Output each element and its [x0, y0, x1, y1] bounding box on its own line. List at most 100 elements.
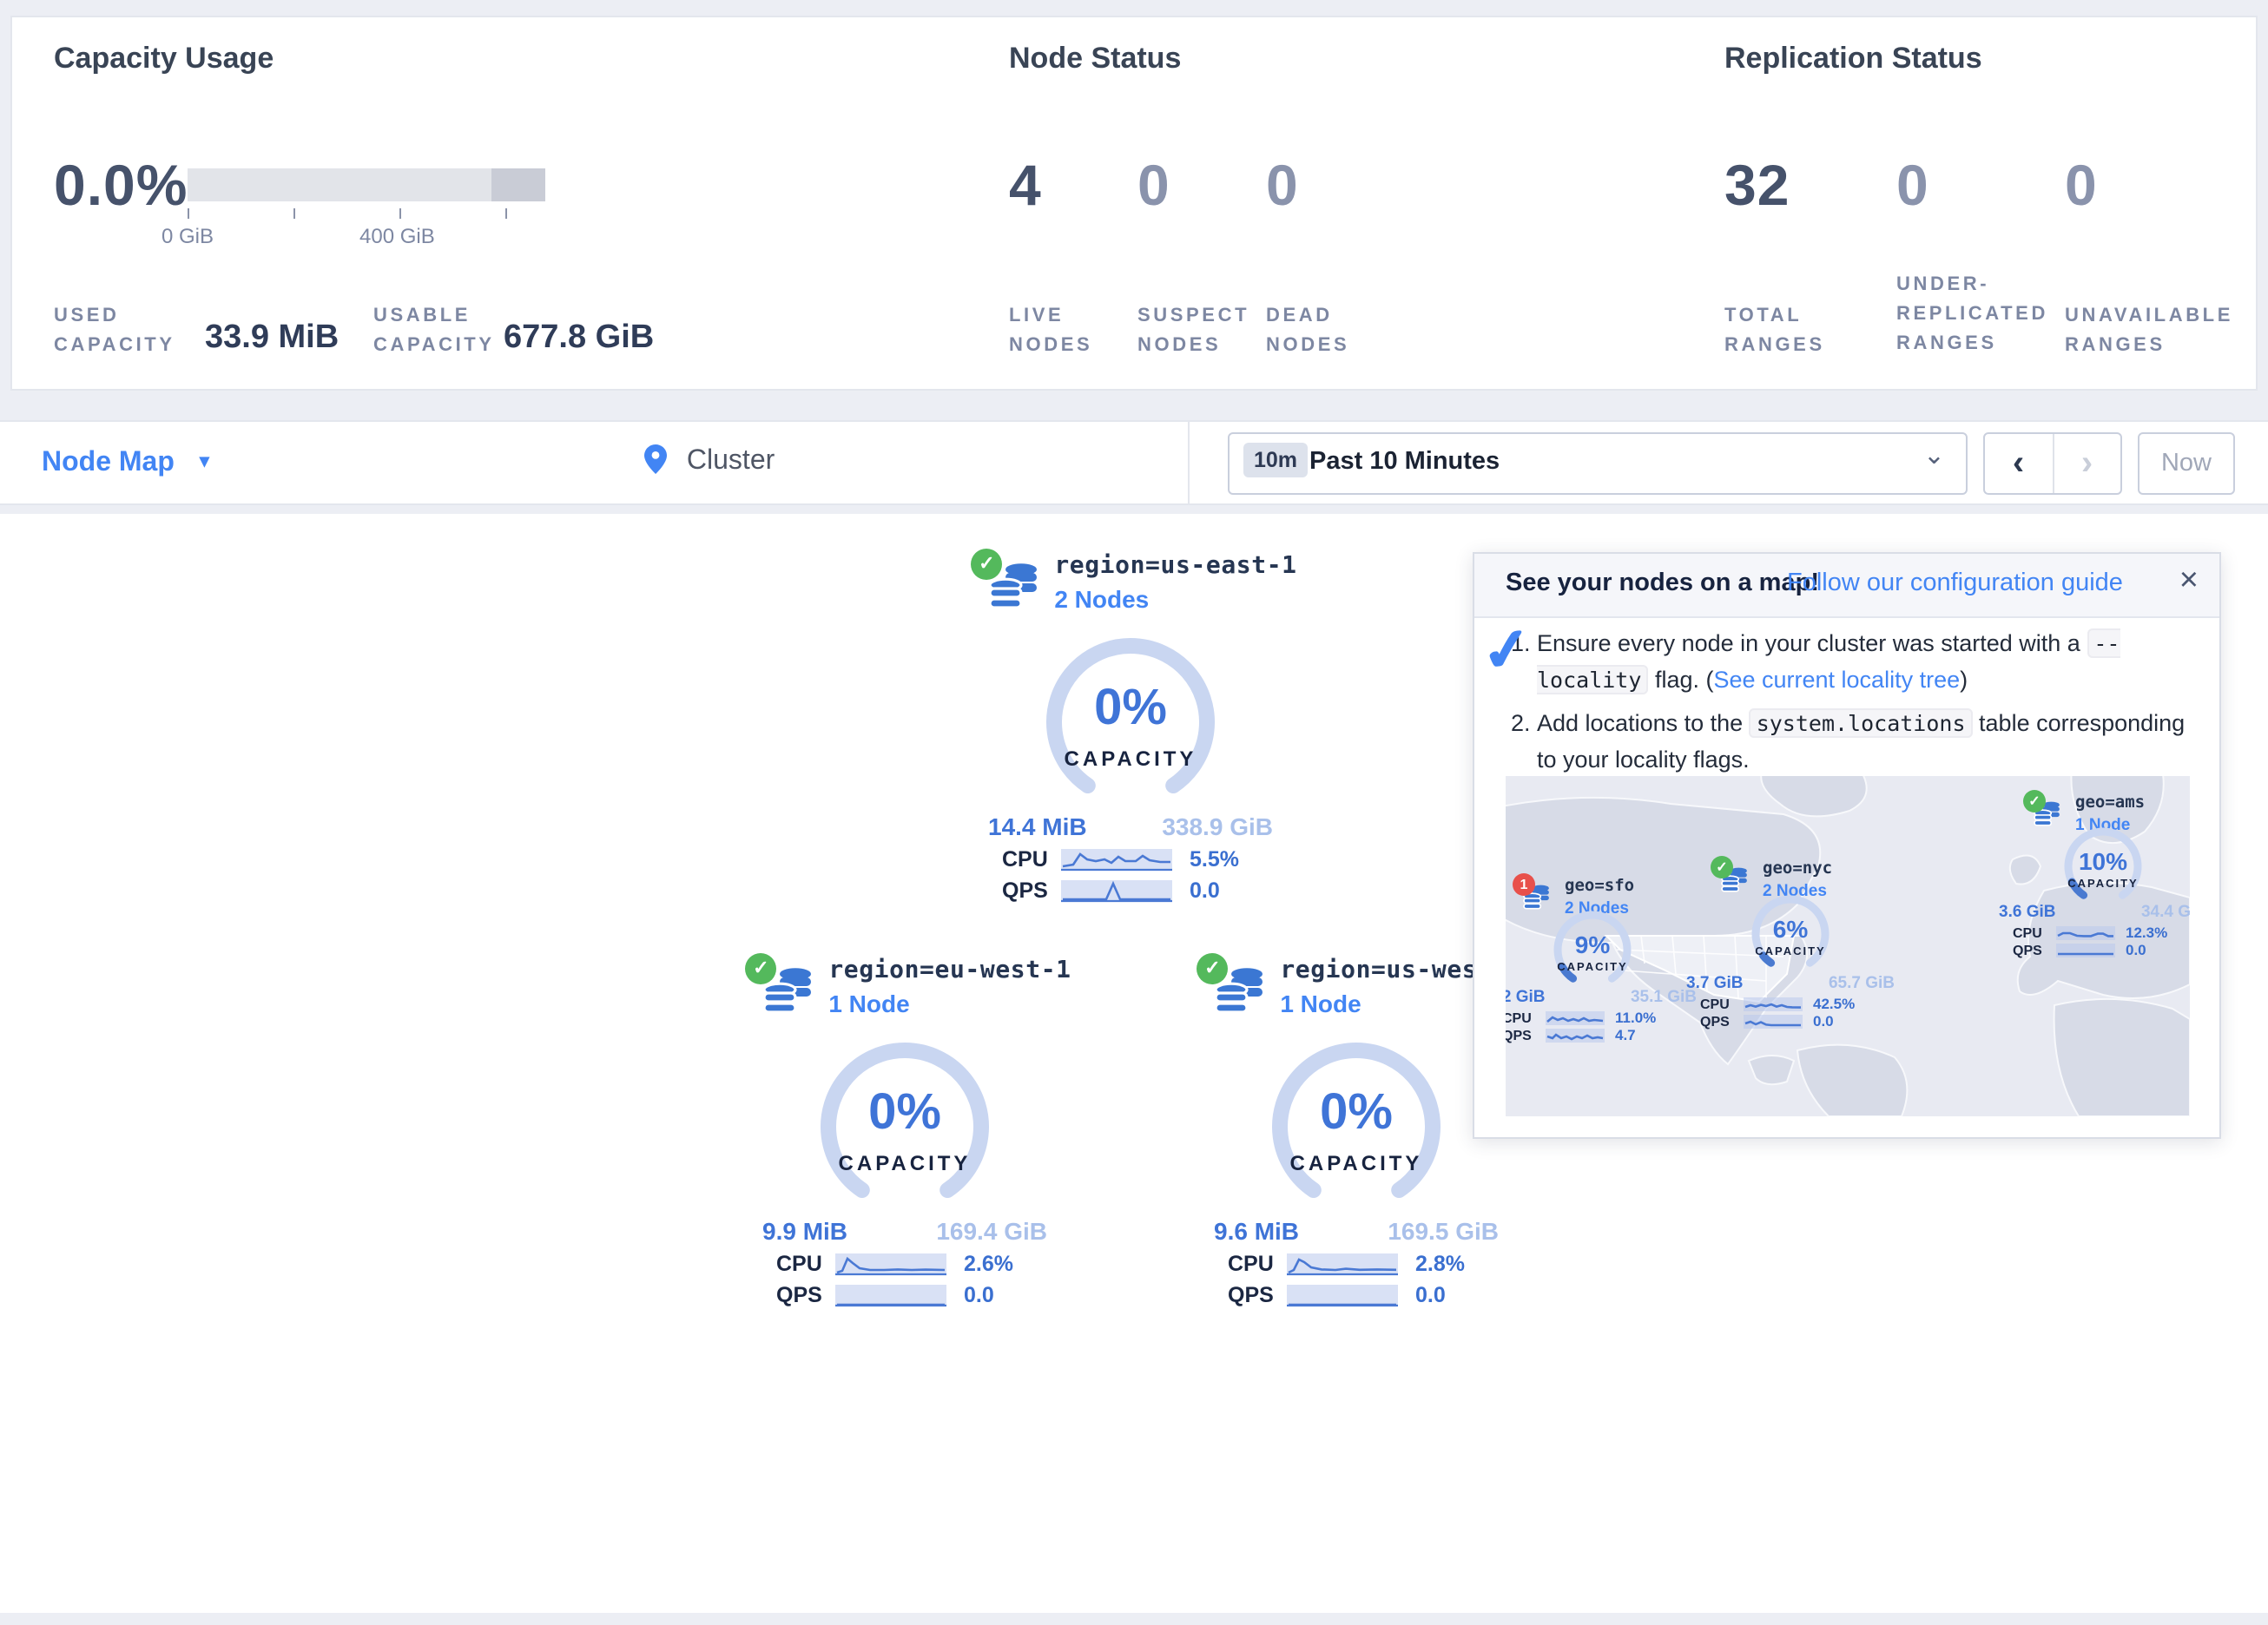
- capacity-gauge: 10% CAPACITY: [2060, 826, 2146, 910]
- cpu-metric-row: CPU 2.6%: [688, 1252, 1122, 1276]
- node-count-link[interactable]: 1 Node: [828, 990, 910, 1017]
- used-capacity: 3.7 GiB: [1686, 974, 1744, 993]
- region-node-eu-west-1[interactable]: ✓ region=eu-west-1 1 Node 0% CAPACITY: [688, 953, 1122, 1307]
- region-node-header: ✓ region=us-east-1 2 Nodes: [924, 549, 1358, 622]
- node-warning-icon: 1: [1513, 873, 1535, 896]
- live-nodes-value: 4: [1009, 153, 1042, 217]
- time-range-dropdown[interactable]: 10m Past 10 Minutes ⌄: [1228, 432, 1968, 495]
- step-text: flag. (: [1648, 666, 1714, 693]
- popup-title: See your nodes on a map!: [1506, 569, 1819, 597]
- cpu-label: CPU: [1506, 1010, 1532, 1025]
- cluster-summary-bar: Capacity Usage 0.0% 0 GiB 400 GiB USED C…: [10, 16, 2258, 391]
- breadcrumb[interactable]: Cluster: [644, 444, 775, 477]
- replication-status-title: Replication Status: [1724, 42, 1982, 75]
- capacity-label: CAPACITY: [1289, 1151, 1423, 1175]
- usable-capacity: 338.9 GiB: [1162, 812, 1273, 840]
- capacity-label: CAPACITY: [1064, 747, 1197, 771]
- node-count-link: 2 Nodes: [1763, 882, 1827, 901]
- qps-value: 0.0: [1415, 1283, 1446, 1307]
- node-count-link[interactable]: 1 Node: [1280, 990, 1361, 1017]
- total-ranges-label: TOTAL RANGES: [1724, 306, 1825, 357]
- cpu-sparkline: [1546, 1010, 1605, 1024]
- database-stack-icon: [1214, 968, 1263, 1014]
- cpu-value: 2.6%: [964, 1252, 1013, 1276]
- qps-metric-row: QPS 0.0: [1139, 1283, 1573, 1307]
- page-footer-strip: [0, 1613, 2268, 1625]
- usable-capacity-value: 677.8 GiB: [504, 319, 655, 356]
- qps-value: 0.0: [2126, 941, 2146, 958]
- locality-tree-link[interactable]: See current locality tree: [1713, 666, 1961, 693]
- cpu-value: 42.5%: [1813, 995, 1856, 1012]
- cpu-value: 11.0%: [1615, 1009, 1657, 1026]
- time-next-button[interactable]: ›: [2080, 444, 2093, 483]
- map-node-geo-ams[interactable]: ✓ geo=ams 1 Node 10% CAPACITY 3.6 GiB: [1999, 790, 2190, 958]
- capacity-percent: 10%: [2078, 847, 2128, 875]
- qps-sparkline: [1546, 1028, 1605, 1042]
- node-healthy-icon: ✓: [1197, 953, 1229, 984]
- node-locality-label: geo=sfo: [1565, 877, 1635, 896]
- qps-label: QPS: [1228, 1283, 1274, 1307]
- capacity-gauge-arc: [821, 1043, 989, 1198]
- qps-sparkline: [2056, 943, 2115, 957]
- usable-capacity: 35.1 GiB: [1630, 988, 1697, 1007]
- step-done-check-icon: ✓: [1478, 615, 1534, 687]
- database-stack-icon: [1523, 885, 1549, 910]
- under-replicated-ranges-value: 0: [1896, 153, 1929, 217]
- used-capacity: 14.4 MiB: [988, 812, 1087, 840]
- time-range-label: Past 10 Minutes: [1309, 448, 1500, 476]
- capacity-gauge: 0% CAPACITY: [1261, 1040, 1452, 1214]
- qps-value: 4.7: [1615, 1026, 1636, 1043]
- toolbar-divider: [1188, 422, 1190, 505]
- time-prev-button[interactable]: ‹: [1985, 434, 2054, 493]
- capacity-values: 3.7 GiB 65.7 GiB: [1686, 974, 1895, 993]
- view-selector-label: Node Map: [42, 448, 175, 477]
- cpu-value: 5.5%: [1190, 847, 1239, 872]
- breadcrumb-label: Cluster: [686, 446, 775, 476]
- suspect-nodes-label: SUSPECT NODES: [1137, 306, 1250, 357]
- map-node-geo-sfo[interactable]: 1 geo=sfo 2 Nodes 9% CAPACITY 3.2 GiB: [1506, 873, 1738, 1043]
- usable-capacity: 34.4 GiB: [2140, 903, 2190, 922]
- usable-capacity: 169.5 GiB: [1388, 1217, 1499, 1245]
- config-step-1: Ensure every node in your cluster was st…: [1537, 627, 2193, 700]
- used-capacity-value: 33.9 MiB: [205, 319, 340, 356]
- capacity-values: 3.6 GiB 34.4 GiB: [1999, 903, 2190, 922]
- qps-metric-row: QPS 4.7: [1506, 1026, 1636, 1043]
- config-step-2: Add locations to the system.locations ta…: [1537, 707, 2193, 780]
- node-locality-label: region=eu-west-1: [828, 957, 1071, 984]
- node-count-link[interactable]: 2 Nodes: [1054, 585, 1150, 613]
- node-locality-label: region=us-east-1: [1054, 552, 1297, 580]
- capacity-label: CAPACITY: [2067, 878, 2139, 891]
- used-capacity: 9.9 MiB: [762, 1217, 848, 1245]
- map-pin-icon: [644, 444, 667, 474]
- usable-capacity-label: USABLE CAPACITY: [373, 306, 495, 357]
- region-node-us-east-1[interactable]: ✓ region=us-east-1 2 Nodes 0% CAPACITY: [913, 549, 1348, 903]
- view-toolbar: Node Map ▾ Cluster 10m Past 10 Minutes ⌄…: [0, 420, 2268, 505]
- qps-metric-row: QPS 0.0: [913, 878, 1348, 903]
- qps-label: QPS: [2013, 942, 2042, 957]
- view-selector-dropdown[interactable]: Node Map ▾: [42, 448, 209, 479]
- qps-sparkline: [1287, 1285, 1398, 1307]
- qps-sparkline: [1061, 880, 1172, 903]
- capacity-percent: 0%: [1320, 1085, 1393, 1141]
- capacity-usage-percent: 0.0%: [54, 153, 188, 217]
- qps-label: QPS: [1506, 1027, 1532, 1043]
- time-nav-arrows: ‹ ›: [1983, 432, 2122, 495]
- node-locality-label: geo=ams: [2075, 793, 2146, 812]
- axis-tick: [505, 208, 507, 219]
- axis-tick: [293, 208, 295, 219]
- step-text: Add locations to the: [1537, 709, 1750, 736]
- node-locality-label: geo=nyc: [1763, 859, 1833, 878]
- map-node-geo-nyc[interactable]: ✓ geo=nyc 2 Nodes 6% CAPACITY 3.7 GiB: [1686, 856, 1936, 1030]
- node-status-title: Node Status: [1009, 42, 1182, 75]
- now-button[interactable]: Now: [2138, 432, 2235, 495]
- qps-label: QPS: [1002, 878, 1048, 903]
- cpu-metric-row: CPU 11.0%: [1506, 1009, 1656, 1026]
- node-healthy-icon: ✓: [971, 549, 1003, 580]
- cpu-label: CPU: [1228, 1252, 1274, 1276]
- node-healthy-icon: ✓: [745, 953, 777, 984]
- capacity-values: 14.4 MiB 338.9 GiB: [988, 812, 1273, 840]
- cpu-metric-row: CPU 42.5%: [1700, 995, 1855, 1012]
- close-icon[interactable]: ×: [2179, 562, 2199, 599]
- capacity-gauge: 6% CAPACITY: [1747, 894, 1834, 977]
- configuration-guide-link[interactable]: Follow our configuration guide: [1787, 569, 2123, 597]
